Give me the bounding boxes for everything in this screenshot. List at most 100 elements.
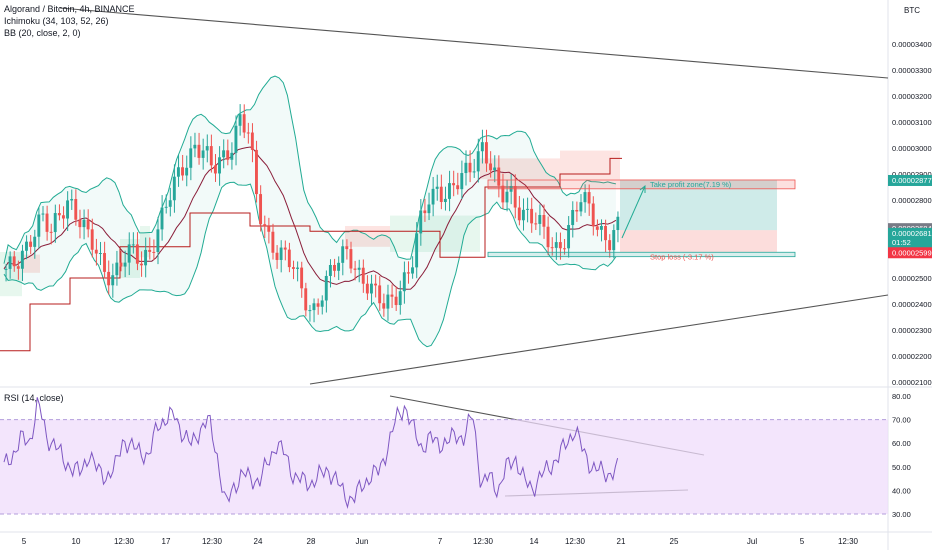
bb-upper-line <box>3 75 617 264</box>
time-tick: Jun <box>356 537 369 546</box>
candle-body <box>82 219 86 228</box>
time-axis[interactable]: 5 10 12:30 17 12:30 24 28 Jun 7 12:30 14 12:30 21 25 J… <box>22 537 859 546</box>
bb-fill <box>4 76 616 347</box>
candle-body <box>369 283 373 294</box>
candle-body <box>57 213 61 216</box>
candle-body <box>604 225 607 241</box>
price-tick: 0.00002800 <box>892 196 932 205</box>
candle-body <box>181 167 184 176</box>
bollinger-legend[interactable]: BB (20, close, 2, 0) <box>4 28 81 38</box>
time-tick: 12:30 <box>838 537 859 546</box>
candle-body <box>616 216 620 231</box>
loss-area[interactable] <box>620 230 777 253</box>
rsi-tick: 80.00 <box>892 392 911 401</box>
price-tick: 0.00003000 <box>892 144 932 153</box>
time-tick: 28 <box>307 537 316 546</box>
candle-body <box>275 252 279 260</box>
candle-body <box>521 209 525 221</box>
last-price-badge[interactable] <box>888 227 932 248</box>
candle-body <box>255 149 258 195</box>
position-tool[interactable]: Take profit zone(7.19 %) Stop loss (-3.17… <box>487 179 796 261</box>
lower-trendline[interactable] <box>309 294 889 385</box>
candle-body <box>575 209 579 212</box>
candle-body <box>193 144 197 149</box>
stop-price-badge[interactable] <box>888 247 932 259</box>
candle-body <box>328 264 332 276</box>
candle-body <box>324 275 328 301</box>
time-tick: 10 <box>72 537 81 546</box>
rsi-line <box>3 397 619 509</box>
candle-body <box>452 183 456 186</box>
candle-body <box>443 198 447 203</box>
candles <box>4 104 620 323</box>
candle-body <box>526 208 529 210</box>
bb-lower-line <box>3 181 617 348</box>
price-tick: 0.00003100 <box>892 118 932 127</box>
time-tick: 14 <box>530 537 539 546</box>
profit-area[interactable] <box>620 179 777 231</box>
price-tick: 0.00002200 <box>892 352 932 361</box>
upper-trendline[interactable] <box>59 7 889 79</box>
price-axis[interactable]: 0.00003400 0.00003300 0.00003200 0.00003100… <box>888 40 932 387</box>
candle-body <box>398 291 402 306</box>
candle-body <box>357 267 361 270</box>
ichimoku-lines <box>0 157 622 352</box>
candle-body <box>476 151 480 172</box>
candle-body <box>16 266 20 269</box>
candle-body <box>53 213 57 233</box>
candle-body <box>218 157 221 174</box>
candle-body <box>127 244 131 263</box>
candle-body <box>185 167 189 176</box>
candle-body <box>460 173 464 190</box>
candle-body <box>168 200 172 207</box>
candle-body <box>300 267 304 289</box>
candle-body <box>599 225 603 230</box>
price-tick: 0.00002100 <box>892 378 932 387</box>
candle-body <box>287 249 291 268</box>
candle-body <box>291 267 295 269</box>
candle-body <box>374 283 378 286</box>
price-tick: 0.00003300 <box>892 66 932 75</box>
time-tick: 12:30 <box>202 537 223 546</box>
candle-body <box>135 244 139 264</box>
candle-body <box>464 162 468 174</box>
target-price-badge[interactable] <box>888 174 932 186</box>
price-tick: 0.00003200 <box>892 92 932 101</box>
candle-body <box>160 207 164 230</box>
candle-body <box>542 215 546 227</box>
candle-body <box>583 192 587 203</box>
time-tick: 7 <box>438 537 443 546</box>
price-tick: 0.00002400 <box>892 300 932 309</box>
last-price-text: 0.00002681 <box>892 229 932 238</box>
candle-body <box>320 300 324 307</box>
take-profit-zone-box[interactable] <box>487 179 796 190</box>
candle-body <box>480 142 484 152</box>
candle-body <box>131 244 135 246</box>
candle-body <box>49 231 53 233</box>
candle-body <box>172 176 176 201</box>
rsi-legend[interactable]: RSI (14, close) <box>4 393 64 403</box>
stop-loss-zone-box[interactable] <box>487 251 796 258</box>
candle-body <box>226 150 230 160</box>
candle-body <box>538 215 542 224</box>
candle-body <box>423 210 427 214</box>
time-tick: 21 <box>617 537 626 546</box>
candle-body <box>176 167 180 177</box>
candle-body <box>595 226 599 230</box>
candle-body <box>472 171 476 173</box>
candle-body <box>25 241 28 251</box>
candle-body <box>382 303 386 309</box>
candle-body <box>33 236 37 247</box>
candle-body <box>61 215 65 219</box>
rsi-pane <box>0 397 888 515</box>
currency-label: BTC <box>904 6 920 15</box>
candle-body <box>74 199 78 220</box>
ichimoku-legend[interactable]: Ichimoku (34, 103, 52, 26) <box>4 16 109 26</box>
candle-body <box>439 186 443 203</box>
candle-body <box>234 125 238 153</box>
candle-body <box>123 262 127 267</box>
stop-loss-label: Stop loss (-3.17 %) <box>650 252 714 261</box>
symbol-legend[interactable]: Algorand / Bitcoin, 4h, BINANCE <box>4 4 135 14</box>
candle-body <box>66 200 70 219</box>
